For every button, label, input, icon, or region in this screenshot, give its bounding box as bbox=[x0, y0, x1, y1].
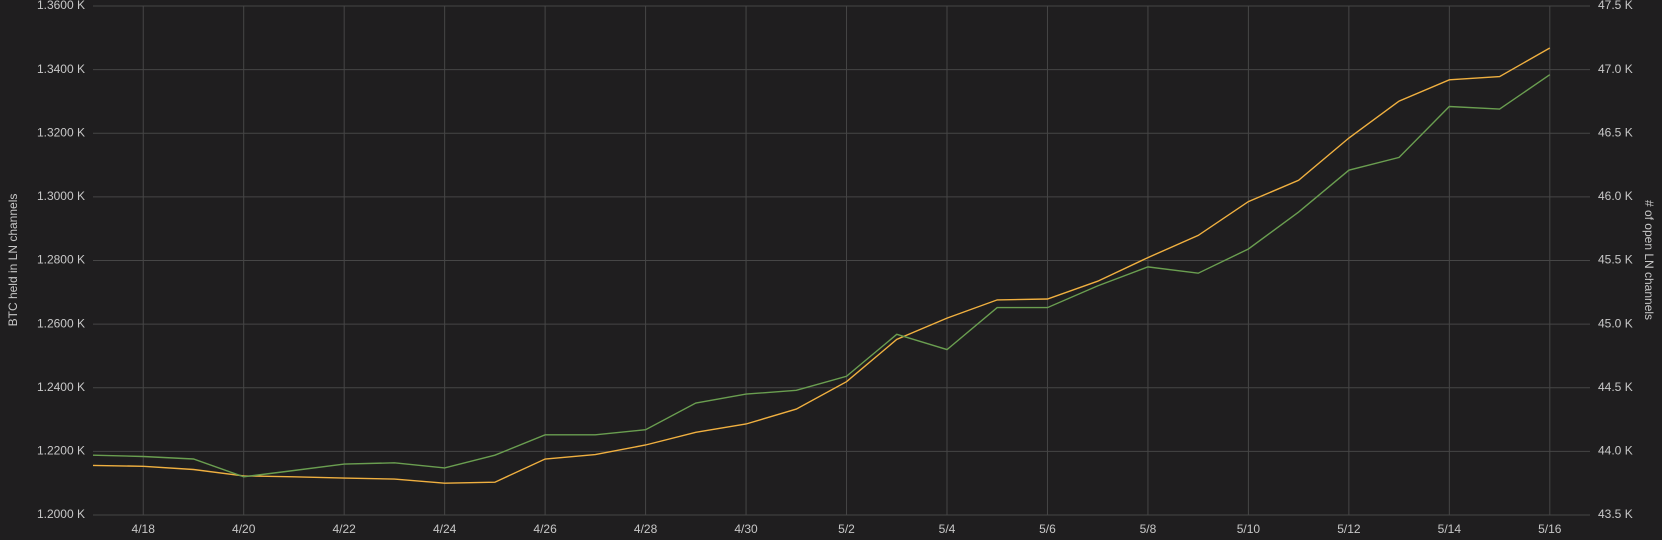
y-tick-label: 1.2200 K bbox=[37, 444, 85, 458]
y2-tick-label: 44.5 K bbox=[1598, 380, 1633, 394]
x-tick-label: 5/8 bbox=[1140, 522, 1157, 536]
x-tick-label: 4/18 bbox=[132, 522, 156, 536]
x-tick-label: 4/28 bbox=[634, 522, 658, 536]
x-tick-label: 4/24 bbox=[433, 522, 457, 536]
x-tick-label: 5/2 bbox=[838, 522, 855, 536]
y-tick-label: 1.2000 K bbox=[37, 507, 85, 521]
x-tick-label: 5/4 bbox=[939, 522, 956, 536]
y2-tick-label: 43.5 K bbox=[1598, 507, 1633, 521]
x-tick-label: 4/22 bbox=[332, 522, 356, 536]
y2-tick-label: 45.5 K bbox=[1598, 253, 1633, 267]
y-tick-label: 1.2800 K bbox=[37, 253, 85, 267]
x-tick-label: 5/14 bbox=[1438, 522, 1462, 536]
y2-tick-label: 47.0 K bbox=[1598, 62, 1633, 76]
y2-tick-label: 46.5 K bbox=[1598, 125, 1633, 139]
y-tick-label: 1.2600 K bbox=[37, 316, 85, 330]
x-tick-label: 5/16 bbox=[1538, 522, 1562, 536]
y-tick-label: 1.3400 K bbox=[37, 62, 85, 76]
y2-tick-label: 44.0 K bbox=[1598, 444, 1633, 458]
series-line bbox=[92, 74, 1551, 478]
x-tick-label: 5/10 bbox=[1237, 522, 1261, 536]
y2-axis-title: # of open LN channels bbox=[1642, 200, 1656, 320]
x-tick-label: 5/12 bbox=[1337, 522, 1361, 536]
x-tick-label: 4/26 bbox=[533, 522, 557, 536]
y-tick-label: 1.3200 K bbox=[37, 125, 85, 139]
y-tick-label: 1.3000 K bbox=[37, 189, 85, 203]
x-tick-label: 5/6 bbox=[1039, 522, 1056, 536]
y2-tick-label: 45.0 K bbox=[1598, 316, 1633, 330]
y2-tick-label: 46.0 K bbox=[1598, 189, 1633, 203]
y-tick-label: 1.3600 K bbox=[37, 0, 85, 12]
y2-tick-label: 47.5 K bbox=[1598, 0, 1633, 12]
y-axis-title: BTC held in LN channels bbox=[6, 194, 20, 327]
series-line bbox=[92, 47, 1551, 484]
x-tick-label: 4/30 bbox=[734, 522, 758, 536]
y-tick-label: 1.2400 K bbox=[37, 380, 85, 394]
x-tick-label: 4/20 bbox=[232, 522, 256, 536]
